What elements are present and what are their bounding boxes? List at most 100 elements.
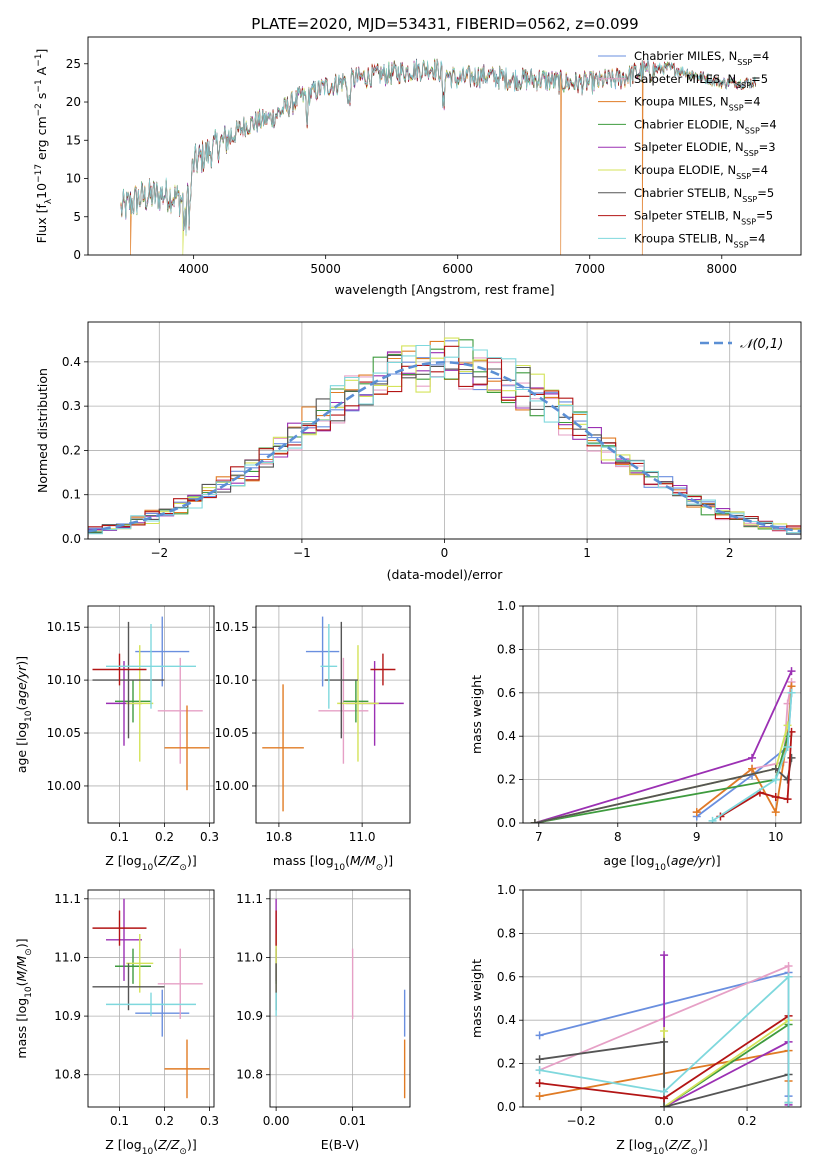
legend-n: , N xyxy=(728,140,744,154)
label-part: age [log xyxy=(14,722,29,773)
legend-nssp: 5 xyxy=(766,209,773,223)
legend-entry: Salpeter MILES, NSSP=5 xyxy=(634,72,768,90)
x-tick-label: −0.2 xyxy=(567,1114,596,1128)
y-axis-label: mass weight xyxy=(469,959,484,1038)
errorbar-point xyxy=(126,933,154,993)
label-part: 10 xyxy=(655,863,667,873)
label-part: )] xyxy=(698,1137,708,1152)
weight-marker xyxy=(787,667,796,676)
label-part: 10 xyxy=(334,863,346,873)
y-tick-label: 10.05 xyxy=(215,726,249,740)
y-tick-label: 0.2 xyxy=(62,443,81,457)
label-part: ⊙ xyxy=(24,948,34,956)
legend-entry: Kroupa ELODIE, NSSP=4 xyxy=(634,163,768,181)
residual-histogram xyxy=(88,344,801,535)
weight-marker xyxy=(535,1055,544,1064)
plot-content xyxy=(92,616,210,791)
axes-frame xyxy=(87,36,802,256)
x-tick-label: 0.0 xyxy=(655,1114,674,1128)
errorbar-point xyxy=(92,910,147,946)
weight-marker xyxy=(535,1092,544,1101)
y-tick-label: 10.00 xyxy=(47,779,81,793)
errorbar-point xyxy=(115,948,151,984)
plot-content xyxy=(120,58,756,255)
errorbar-point xyxy=(343,680,369,723)
weight-marker xyxy=(660,1027,669,1036)
x-tick-label: 2 xyxy=(726,546,734,560)
legend-model: Chabrier MILES xyxy=(634,49,721,63)
weight-series xyxy=(530,667,796,823)
y-tick-label: 10 xyxy=(66,172,81,186)
x-tick-label: 0.1 xyxy=(110,1114,129,1128)
weight-marker xyxy=(783,721,792,730)
y-tick-label: 0.2 xyxy=(497,773,516,787)
legend-n: , N xyxy=(725,209,741,223)
panel-age-vs-mass: 10.8 11.0 10.00 10.05 10.10 10.15 mass [log10(… xyxy=(215,605,411,873)
label-part: ⊙ xyxy=(179,863,187,873)
y-tick-label: 11.0 xyxy=(54,950,81,964)
label-part: −17 xyxy=(34,164,44,183)
label-part: M/M xyxy=(350,853,376,868)
x-tick-label: 9 xyxy=(693,830,701,844)
legend-nssp: 3 xyxy=(768,140,775,154)
x-tick-label: 0.3 xyxy=(200,1114,219,1128)
y-tick-label: 25 xyxy=(66,57,81,71)
label-part: Z/Z xyxy=(157,1137,180,1152)
label-part: erg cm xyxy=(34,116,49,164)
legend-n: , N xyxy=(721,49,737,63)
errorbar-point xyxy=(318,657,369,764)
label-part: )] xyxy=(711,853,721,868)
weight-marker xyxy=(748,753,757,762)
label-part: )] xyxy=(14,656,29,666)
legend-nssp: 4 xyxy=(761,163,768,177)
x-tick-label: −2 xyxy=(150,546,168,560)
weight-marker xyxy=(530,819,539,823)
label-part: −2 xyxy=(34,103,44,116)
panel-mass-vs-ebv: 0.00 0.01 10.8 10.9 11.0 11.1 E(B-V) xyxy=(236,889,411,1152)
legend-model: Kroupa ELODIE xyxy=(634,163,720,177)
weight-marker xyxy=(771,775,780,784)
errorbar-point xyxy=(157,657,203,764)
label-part: ( xyxy=(14,981,29,986)
x-tick-label: 1 xyxy=(583,546,591,560)
label-part: )] xyxy=(383,853,393,868)
label-part: )] xyxy=(187,853,197,868)
spectrum-series-line xyxy=(120,59,756,255)
weight-marker xyxy=(660,1087,669,1096)
legend-entry: Kroupa MILES, NSSP=4 xyxy=(634,95,761,113)
legend-entry: Chabrier STELIB, NSSP=5 xyxy=(634,186,774,204)
weight-series xyxy=(535,972,793,1107)
x-axis-label: (data-model)/error xyxy=(387,567,504,582)
legend-entry: Chabrier ELODIE, NSSP=4 xyxy=(634,117,777,135)
x-tick-label: 7 xyxy=(535,830,543,844)
errorbar-point xyxy=(324,621,358,739)
errorbar-point xyxy=(106,992,196,1017)
weight-marker xyxy=(660,951,669,960)
axes-frame xyxy=(87,889,215,1108)
legend-ssp: SSP xyxy=(741,217,756,226)
x-tick-label: 0.2 xyxy=(738,1114,757,1128)
legend-n: , N xyxy=(720,163,736,177)
gaussian-reference-line xyxy=(88,360,801,533)
errorbar-point xyxy=(92,621,165,739)
weight-marker xyxy=(784,1098,793,1107)
x-tick-label: 7000 xyxy=(574,262,605,276)
weight-marker xyxy=(783,775,792,784)
errorbar-point xyxy=(106,623,196,709)
legend-eq: = xyxy=(759,140,769,154)
legend-n: , N xyxy=(720,72,736,86)
x-tick-label: 8 xyxy=(614,830,622,844)
legend-model: Salpeter STELIB xyxy=(634,209,725,223)
errorbar-point xyxy=(305,616,340,687)
legend-eq: = xyxy=(751,163,761,177)
weight-line xyxy=(712,692,793,822)
x-tick-label: 10.8 xyxy=(266,830,293,844)
legend-model: Kroupa STELIB xyxy=(634,231,718,245)
legend-model: Kroupa MILES xyxy=(634,95,713,109)
label-part: Z [log xyxy=(616,1137,652,1152)
y-tick-label: 10.15 xyxy=(215,620,249,634)
errorbar-point xyxy=(106,898,142,981)
legend-eq: = xyxy=(749,231,759,245)
